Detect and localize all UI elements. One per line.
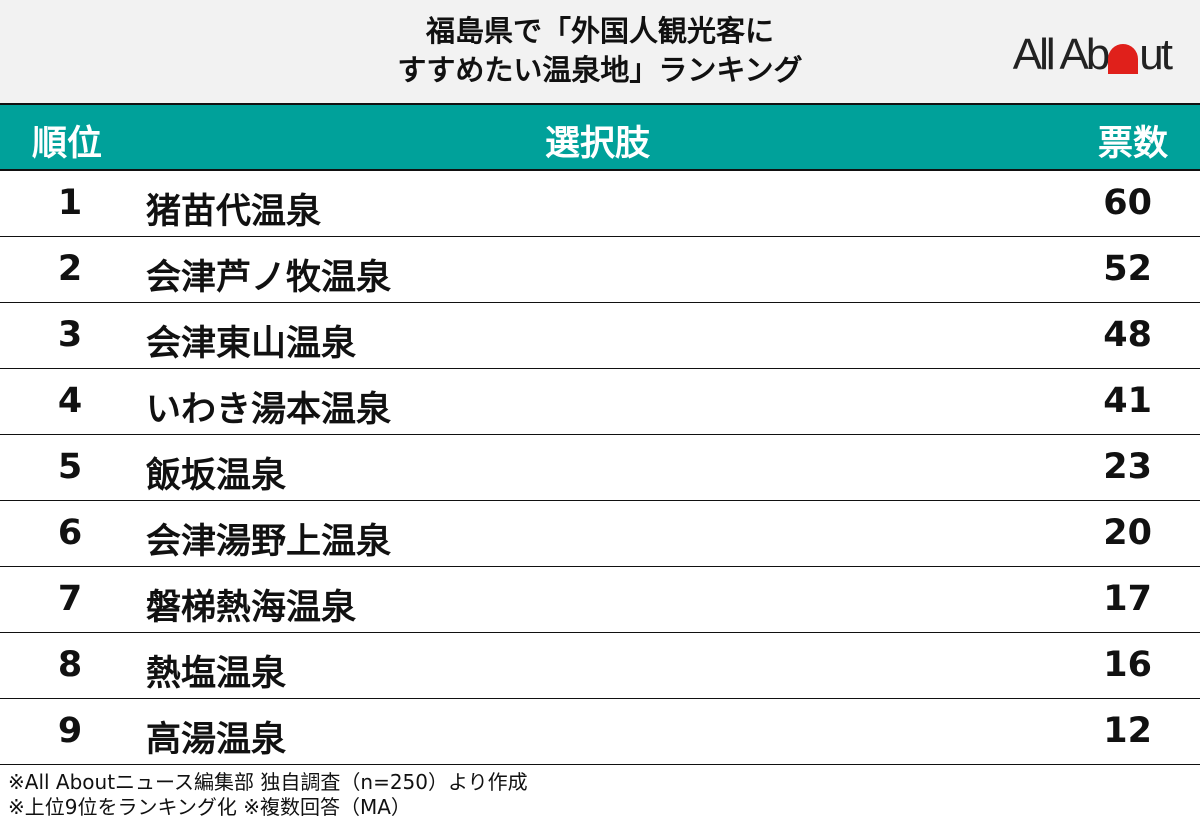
option-cell: 会津東山温泉 <box>146 324 357 364</box>
votes-cell: 12 <box>1103 711 1152 751</box>
table-row: 5 飯坂温泉 23 <box>0 435 1200 501</box>
column-header-rank: 順位 <box>32 124 103 164</box>
rank-cell: 8 <box>57 645 83 685</box>
votes-cell: 60 <box>1103 183 1152 223</box>
logo-text-right: ut <box>1139 30 1173 79</box>
option-cell: 飯坂温泉 <box>146 456 287 496</box>
votes-cell: 23 <box>1103 447 1152 487</box>
title-line-2: すすめたい温泉地」ランキング <box>397 53 803 87</box>
rank-cell: 3 <box>57 315 83 355</box>
rank-cell: 6 <box>57 513 83 553</box>
option-cell: いわき湯本温泉 <box>146 390 392 430</box>
table-body: 1 猪苗代温泉 60 2 会津芦ノ牧温泉 52 3 会津東山温泉 48 4 いわき湯本温泉 41 5 飯坂… <box>0 171 1200 765</box>
rank-cell: 5 <box>57 447 83 487</box>
column-header-option: 選択肢 <box>545 124 651 164</box>
table-row: 6 会津湯野上温泉 20 <box>0 501 1200 567</box>
votes-cell: 48 <box>1103 315 1152 355</box>
votes-cell: 41 <box>1103 381 1152 421</box>
logo-text-left: All Ab <box>1012 30 1111 79</box>
footer-notes: ※All Aboutニュース編集部 独自調査（n=250）より作成 ※上位9位を… <box>8 770 528 820</box>
table-row: 9 高湯温泉 12 <box>0 699 1200 765</box>
all-about-logo: All Ab ut <box>1012 30 1173 80</box>
table-row: 3 会津東山温泉 48 <box>0 303 1200 369</box>
logo-dot-icon <box>1108 44 1139 74</box>
table-row: 2 会津芦ノ牧温泉 52 <box>0 237 1200 303</box>
votes-cell: 16 <box>1103 645 1152 685</box>
table-row: 4 いわき湯本温泉 41 <box>0 369 1200 435</box>
rank-cell: 7 <box>57 579 83 619</box>
option-cell: 高湯温泉 <box>146 720 287 760</box>
votes-cell: 17 <box>1103 579 1152 619</box>
option-cell: 磐梯熱海温泉 <box>146 588 357 628</box>
rank-cell: 2 <box>57 249 83 289</box>
votes-cell: 52 <box>1103 249 1152 289</box>
rank-cell: 9 <box>57 711 83 751</box>
option-cell: 会津芦ノ牧温泉 <box>146 258 392 298</box>
page-title: 福島県で「外国人観光客に すすめたい温泉地」ランキング <box>0 12 1200 90</box>
table-row: 8 熱塩温泉 16 <box>0 633 1200 699</box>
table-row: 7 磐梯熱海温泉 17 <box>0 567 1200 633</box>
table-header: 順位 選択肢 票数 <box>0 105 1200 171</box>
option-cell: 会津湯野上温泉 <box>146 522 392 562</box>
rank-cell: 1 <box>57 183 83 223</box>
option-cell: 猪苗代温泉 <box>146 192 322 232</box>
option-cell: 熱塩温泉 <box>146 654 287 694</box>
votes-cell: 20 <box>1103 513 1152 553</box>
table-row: 1 猪苗代温泉 60 <box>0 171 1200 237</box>
column-header-votes: 票数 <box>1097 124 1168 164</box>
rank-cell: 4 <box>57 381 83 421</box>
footer-note-1: ※All Aboutニュース編集部 独自調査（n=250）より作成 <box>8 770 528 794</box>
footer-note-2: ※上位9位をランキング化 ※複数回答（MA） <box>8 795 411 819</box>
header: 福島県で「外国人観光客に すすめたい温泉地」ランキング All Ab ut <box>0 0 1200 105</box>
title-line-1: 福島県で「外国人観光客に <box>425 14 774 48</box>
